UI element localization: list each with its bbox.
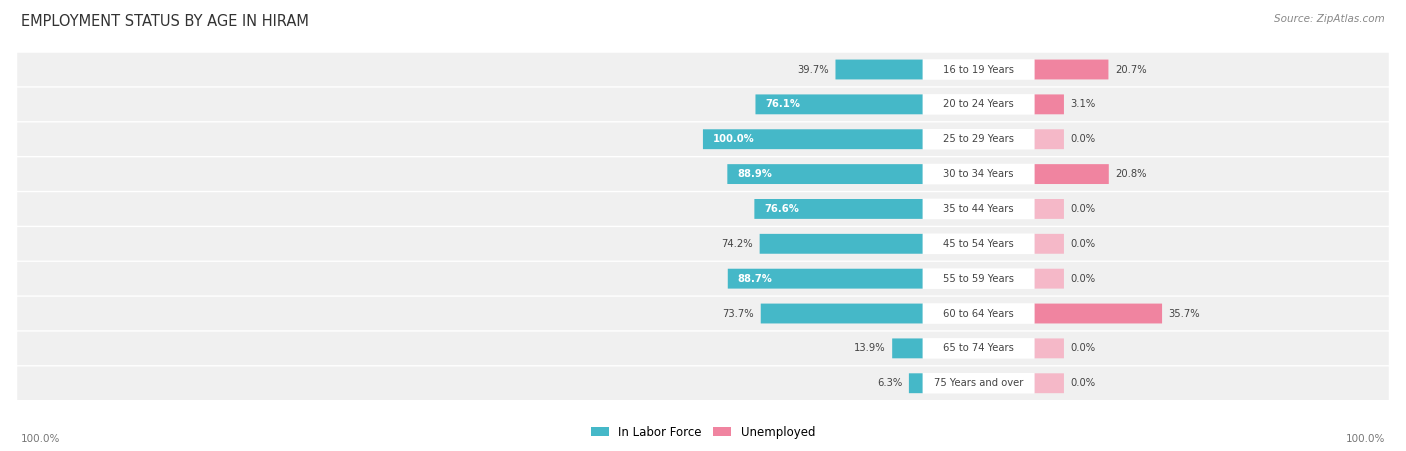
FancyBboxPatch shape [728,269,922,289]
Text: 35 to 44 Years: 35 to 44 Years [943,204,1014,214]
FancyBboxPatch shape [727,164,922,184]
FancyBboxPatch shape [703,129,922,149]
Text: 0.0%: 0.0% [1070,239,1095,249]
FancyBboxPatch shape [835,60,922,79]
FancyBboxPatch shape [17,331,1389,365]
Text: 25 to 29 Years: 25 to 29 Years [943,134,1014,144]
Text: 16 to 19 Years: 16 to 19 Years [943,64,1014,74]
Text: 0.0%: 0.0% [1070,274,1095,284]
FancyBboxPatch shape [17,157,1389,191]
Text: 76.6%: 76.6% [765,204,799,214]
Text: 88.7%: 88.7% [738,274,772,284]
FancyBboxPatch shape [17,297,1389,330]
Text: 100.0%: 100.0% [1346,434,1385,444]
FancyBboxPatch shape [922,303,1035,324]
Text: 55 to 59 Years: 55 to 59 Years [943,274,1014,284]
Text: 65 to 74 Years: 65 to 74 Years [943,343,1014,354]
FancyBboxPatch shape [759,234,922,254]
Text: 30 to 34 Years: 30 to 34 Years [943,169,1014,179]
Text: 60 to 64 Years: 60 to 64 Years [943,308,1014,318]
Text: 0.0%: 0.0% [1070,134,1095,144]
FancyBboxPatch shape [1035,164,1109,184]
Text: 20 to 24 Years: 20 to 24 Years [943,99,1014,109]
Legend: In Labor Force, Unemployed: In Labor Force, Unemployed [586,421,820,443]
Text: 3.1%: 3.1% [1070,99,1095,109]
Text: 73.7%: 73.7% [723,308,754,318]
FancyBboxPatch shape [17,227,1389,261]
FancyBboxPatch shape [922,373,1035,394]
FancyBboxPatch shape [17,262,1389,295]
FancyBboxPatch shape [922,59,1035,80]
Text: 20.8%: 20.8% [1115,169,1147,179]
Text: 6.3%: 6.3% [877,378,903,388]
FancyBboxPatch shape [1035,338,1064,358]
FancyBboxPatch shape [922,94,1035,115]
FancyBboxPatch shape [17,87,1389,121]
FancyBboxPatch shape [17,367,1389,400]
FancyBboxPatch shape [922,129,1035,149]
Text: 20.7%: 20.7% [1115,64,1146,74]
FancyBboxPatch shape [1035,234,1064,254]
Text: 39.7%: 39.7% [797,64,830,74]
Text: 0.0%: 0.0% [1070,378,1095,388]
Text: Source: ZipAtlas.com: Source: ZipAtlas.com [1274,14,1385,23]
FancyBboxPatch shape [1035,269,1064,289]
FancyBboxPatch shape [761,304,922,323]
Text: 100.0%: 100.0% [713,134,755,144]
FancyBboxPatch shape [1035,199,1064,219]
FancyBboxPatch shape [922,164,1035,184]
FancyBboxPatch shape [893,338,922,358]
FancyBboxPatch shape [17,123,1389,156]
FancyBboxPatch shape [908,373,922,393]
FancyBboxPatch shape [17,192,1389,226]
FancyBboxPatch shape [1035,373,1064,393]
Text: 35.7%: 35.7% [1168,308,1201,318]
Text: 74.2%: 74.2% [721,239,754,249]
Text: 13.9%: 13.9% [853,343,886,354]
FancyBboxPatch shape [1035,304,1163,323]
Text: 75 Years and over: 75 Years and over [934,378,1024,388]
Text: EMPLOYMENT STATUS BY AGE IN HIRAM: EMPLOYMENT STATUS BY AGE IN HIRAM [21,14,309,28]
Text: 88.9%: 88.9% [737,169,772,179]
FancyBboxPatch shape [755,199,922,219]
FancyBboxPatch shape [922,338,1035,359]
FancyBboxPatch shape [1035,60,1108,79]
FancyBboxPatch shape [1035,94,1064,114]
Text: 76.1%: 76.1% [765,99,800,109]
FancyBboxPatch shape [755,94,922,114]
FancyBboxPatch shape [17,53,1389,86]
Text: 45 to 54 Years: 45 to 54 Years [943,239,1014,249]
FancyBboxPatch shape [922,234,1035,254]
Text: 100.0%: 100.0% [21,434,60,444]
FancyBboxPatch shape [922,198,1035,219]
Text: 0.0%: 0.0% [1070,204,1095,214]
FancyBboxPatch shape [922,268,1035,289]
Text: 0.0%: 0.0% [1070,343,1095,354]
FancyBboxPatch shape [1035,129,1064,149]
